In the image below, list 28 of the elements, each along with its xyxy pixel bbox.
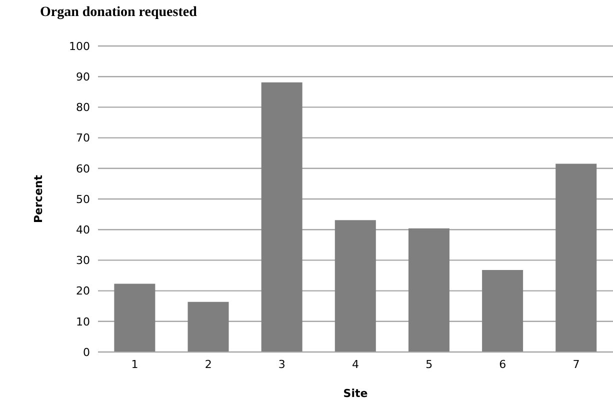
- y-tick-label: 10: [76, 315, 90, 328]
- y-tick-label: 0: [83, 346, 90, 359]
- x-tick-label: 3: [278, 358, 286, 371]
- bar: [408, 228, 450, 352]
- y-tick-label: 70: [76, 132, 90, 145]
- y-axis-title: Percent: [32, 174, 45, 224]
- bar: [334, 220, 376, 352]
- bar: [114, 284, 156, 352]
- y-tick-label: 40: [76, 224, 90, 237]
- y-tick-label: 20: [76, 284, 90, 298]
- y-tick-label: 90: [76, 70, 90, 84]
- x-tick-label: 6: [499, 358, 506, 371]
- bar: [261, 82, 302, 352]
- y-tick-label: 100: [69, 40, 90, 53]
- y-tick-label: 30: [76, 254, 90, 268]
- bar: [556, 164, 597, 352]
- x-tick-label: 5: [426, 358, 433, 371]
- x-axis-title: Site: [343, 387, 368, 400]
- x-tick-label: 1: [131, 358, 138, 371]
- chart-title: Organ donation requested: [40, 5, 197, 21]
- x-tick-label: 7: [572, 358, 580, 371]
- y-tick-label: 50: [76, 192, 90, 206]
- x-tick-label: 2: [204, 358, 212, 371]
- bar: [188, 302, 229, 352]
- y-tick-label: 80: [76, 101, 90, 114]
- bar: [482, 270, 524, 352]
- y-tick-label: 60: [76, 162, 90, 176]
- x-tick-label: 4: [352, 358, 359, 371]
